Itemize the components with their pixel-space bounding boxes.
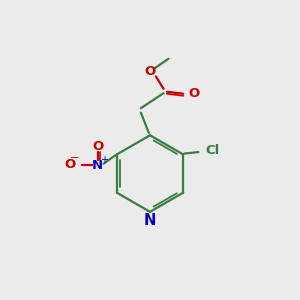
Text: −: −: [70, 153, 80, 163]
Text: N: N: [144, 213, 156, 228]
Text: O: O: [145, 65, 156, 78]
Text: O: O: [64, 158, 75, 171]
Text: O: O: [92, 140, 103, 152]
Text: Cl: Cl: [205, 144, 219, 158]
Text: N: N: [92, 159, 103, 172]
Text: +: +: [100, 154, 108, 165]
Text: O: O: [189, 87, 200, 100]
